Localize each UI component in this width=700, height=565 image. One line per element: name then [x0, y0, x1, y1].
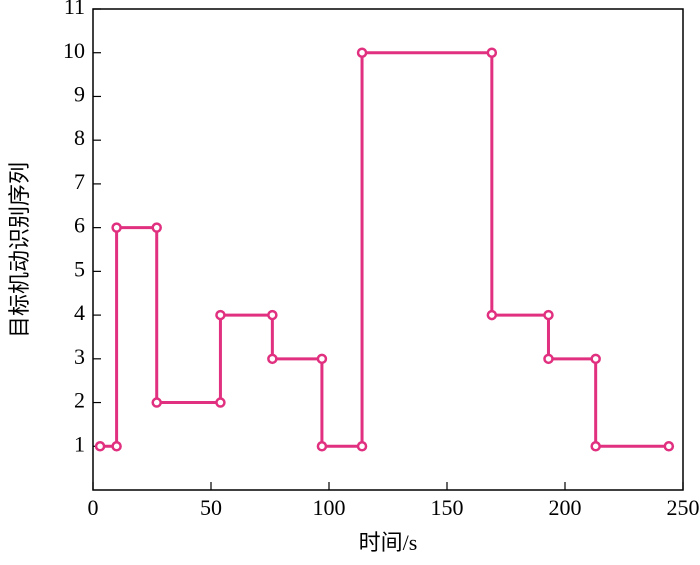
- point-marker: [111, 222, 122, 233]
- x-tick-label: 200: [549, 495, 582, 520]
- x-tick-label: 50: [200, 495, 222, 520]
- point-marker: [663, 441, 675, 452]
- x-tick-label: 250: [667, 495, 700, 520]
- point-marker: [590, 441, 601, 452]
- point-marker: [215, 397, 226, 408]
- point-marker: [267, 353, 278, 365]
- point-marker: [590, 353, 601, 365]
- point-marker: [486, 309, 498, 321]
- y-tick-label: 9: [74, 82, 85, 107]
- x-tick-label: 100: [313, 495, 346, 520]
- y-axis-label: 目标机动识别序列: [7, 162, 32, 338]
- x-tick-label: 150: [431, 495, 464, 520]
- x-axis-label: 时间/s: [359, 530, 418, 555]
- y-tick-label: 1: [74, 431, 85, 456]
- point-marker: [215, 309, 226, 321]
- y-tick-label: 2: [74, 388, 85, 413]
- plot-frame: [92, 8, 684, 491]
- point-marker: [151, 397, 162, 408]
- point-marker: [267, 309, 278, 321]
- point-marker: [316, 353, 328, 365]
- point-marker: [356, 47, 368, 58]
- point-marker: [543, 309, 554, 321]
- y-tick-label: 7: [74, 169, 85, 194]
- series-line: [100, 51, 669, 448]
- y-tick-label: 6: [74, 213, 85, 238]
- point-marker: [356, 441, 368, 452]
- y-tick-label: 4: [74, 300, 85, 325]
- point-marker: [94, 441, 106, 452]
- y-tick-label: 10: [63, 38, 85, 63]
- point-marker: [486, 47, 498, 58]
- y-tick-label: 8: [74, 125, 85, 150]
- y-tick-label: 5: [74, 256, 85, 281]
- point-marker: [543, 353, 554, 365]
- x-tick-label: 0: [88, 495, 99, 520]
- point-marker: [316, 441, 328, 452]
- point-marker: [111, 441, 122, 452]
- y-tick-label: 3: [74, 344, 85, 369]
- y-tick-label: 11: [64, 0, 85, 19]
- point-marker: [151, 222, 162, 233]
